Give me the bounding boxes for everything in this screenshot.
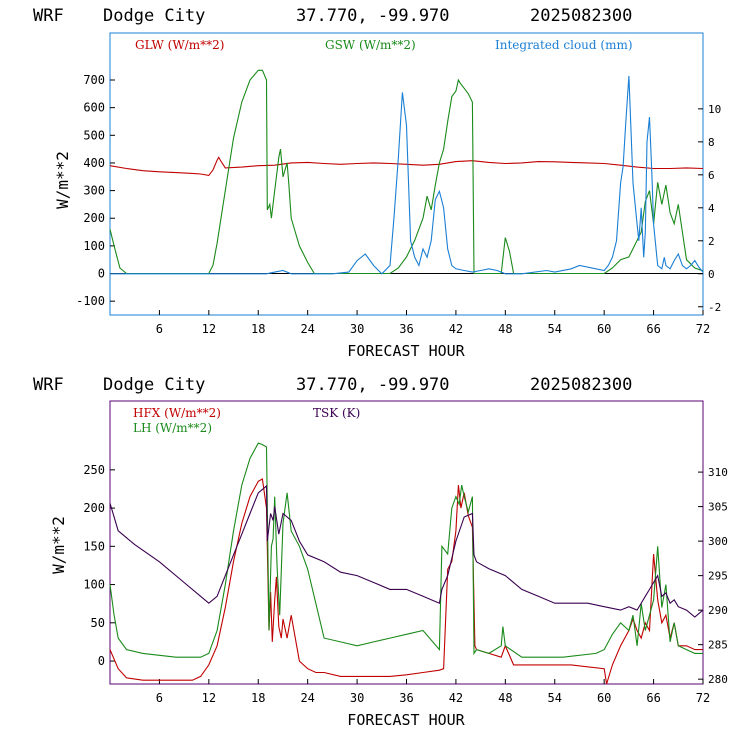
- x-tick-label: 12: [202, 322, 216, 336]
- series-line-tsk: [109, 484, 704, 618]
- top-y-axis-label: W/m**2: [53, 151, 72, 209]
- legend-hfx: HFX (W/m**2): [133, 406, 221, 420]
- bottom-x-axis-label: FORECAST HOUR: [347, 711, 465, 729]
- series-line-glw: [109, 156, 704, 176]
- bottom-header-station: Dodge City: [103, 375, 205, 395]
- x-tick-label: 66: [646, 691, 660, 705]
- bottom-x-axis: 6 12 18 24 30 36 42 48 54 60 66 72: [156, 679, 710, 705]
- legend-glw: GLW (W/m**2): [135, 38, 224, 52]
- top-header-coords: 37.770, -99.970: [296, 6, 450, 26]
- y2-tick-label: 285: [708, 639, 728, 652]
- x-tick-label: 60: [597, 691, 611, 705]
- x-tick-label: 60: [597, 322, 611, 336]
- y2-tick-label: 290: [708, 604, 728, 617]
- x-tick-label: 48: [498, 691, 512, 705]
- bottom-panel: WRF Dodge City 37.770, -99.970 202508230…: [33, 375, 728, 729]
- top-panel: WRF Dodge City 37.770, -99.970 202508230…: [33, 6, 721, 360]
- x-tick-label: 36: [399, 322, 413, 336]
- series-line-integrated: [110, 75, 704, 275]
- x-tick-label: 6: [156, 691, 163, 705]
- x-tick-label: 12: [202, 691, 216, 705]
- y2-tick-label: 10: [708, 103, 721, 116]
- y2-tick-label: 280: [708, 673, 728, 686]
- y-tick-label: 100: [83, 578, 105, 592]
- x-tick-label: 54: [548, 322, 562, 336]
- x-tick-label: 30: [350, 691, 364, 705]
- top-header-station: Dodge City: [103, 6, 205, 26]
- bottom-header-coords: 37.770, -99.970: [296, 375, 450, 395]
- y-tick-label: 600: [83, 101, 105, 115]
- x-tick-label: 54: [548, 691, 562, 705]
- x-tick-label: 24: [300, 322, 314, 336]
- y2-tick-label: 2: [708, 235, 715, 248]
- top-series-lines: [109, 69, 704, 275]
- legend-lh: LH (W/m**2): [133, 421, 212, 435]
- legend-tsk: TSK (K): [313, 406, 360, 420]
- x-tick-label: 18: [251, 322, 265, 336]
- y2-tick-label: 0: [708, 268, 715, 281]
- bottom-plot-frame: [109, 400, 704, 685]
- y-tick-label: 400: [83, 156, 105, 170]
- x-tick-label: 48: [498, 322, 512, 336]
- series-line-hfx: [109, 478, 703, 685]
- bottom-y-axis-label: W/m**2: [49, 516, 68, 574]
- y-tick-label: 150: [83, 539, 105, 553]
- bottom-right-axis: 280 285 290 295 300 305 310: [698, 466, 728, 686]
- x-tick-label: 30: [350, 322, 364, 336]
- bottom-series-lines: [109, 442, 704, 685]
- series-line-lh: [109, 442, 703, 658]
- y-tick-label: 200: [83, 501, 105, 515]
- y2-tick-label: 6: [708, 169, 715, 182]
- x-tick-label: 42: [449, 691, 463, 705]
- y2-tick-label: 310: [708, 466, 728, 479]
- top-left-axis: -100 0 100 200 300 400 500 600 700: [76, 73, 115, 308]
- x-tick-label: 24: [300, 691, 314, 705]
- y-tick-label: 300: [83, 184, 105, 198]
- y-tick-label: -100: [76, 294, 105, 308]
- legend-gsw: GSW (W/m**2): [325, 38, 416, 52]
- x-tick-label: 66: [646, 322, 660, 336]
- y-tick-label: 50: [91, 616, 105, 630]
- top-x-axis: 6 12 18 24 30 36 42 48 54 60 66 72: [156, 310, 710, 336]
- y-tick-label: 500: [83, 128, 105, 142]
- y-tick-label: 200: [83, 211, 105, 225]
- top-header-model: WRF: [33, 6, 64, 26]
- series-line-gsw: [109, 69, 704, 275]
- y-tick-label: 250: [83, 463, 105, 477]
- y2-tick-label: 4: [708, 202, 715, 215]
- bottom-left-axis: 0 50 100 150 200 250: [83, 463, 115, 668]
- y-tick-label: 0: [98, 267, 105, 281]
- y2-tick-label: 305: [708, 501, 728, 514]
- y2-tick-label: 300: [708, 535, 728, 548]
- x-tick-label: 18: [251, 691, 265, 705]
- bottom-header-model: WRF: [33, 375, 64, 395]
- y-tick-label: 0: [98, 654, 105, 668]
- x-tick-label: 72: [696, 691, 710, 705]
- top-header-init: 2025082300: [530, 6, 632, 26]
- x-tick-label: 36: [399, 691, 413, 705]
- y2-tick-label: 295: [708, 570, 728, 583]
- y2-tick-label: 8: [708, 136, 715, 149]
- bottom-header-init: 2025082300: [530, 375, 632, 395]
- x-tick-label: 42: [449, 322, 463, 336]
- x-tick-label: 72: [696, 322, 710, 336]
- legend-integrated-cloud: Integrated cloud (mm): [495, 38, 633, 52]
- y2-tick-label: -2: [708, 301, 721, 314]
- top-x-axis-label: FORECAST HOUR: [347, 342, 465, 360]
- top-right-axis: -2 0 2 4 6 8 10: [698, 103, 721, 314]
- y-tick-label: 100: [83, 239, 105, 253]
- x-tick-label: 6: [156, 322, 163, 336]
- y-tick-label: 700: [83, 73, 105, 87]
